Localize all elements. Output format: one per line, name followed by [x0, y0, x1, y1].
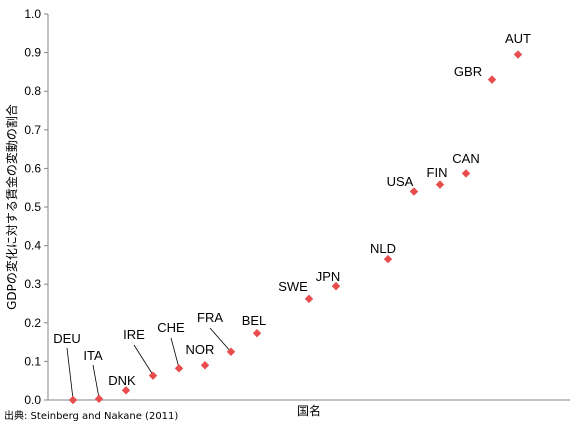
- point-label-can: CAN: [452, 151, 479, 166]
- point-label-deu: DEU: [53, 331, 80, 346]
- y-tick-label: 0.7: [24, 123, 41, 137]
- point-label-dnk: DNK: [108, 373, 136, 388]
- data-point-usa: [409, 187, 419, 196]
- data-point-can: [461, 169, 471, 178]
- y-tick-label: 0.8: [24, 84, 41, 98]
- data-point-dnk: [121, 386, 131, 395]
- leader-line-fra: [209, 327, 232, 353]
- point-label-swe: SWE: [278, 279, 308, 294]
- y-tick-label: 0.6: [24, 161, 41, 175]
- point-label-nld: NLD: [370, 241, 396, 256]
- point-label-nor: NOR: [186, 342, 215, 357]
- point-label-che: CHE: [157, 320, 185, 335]
- leader-line-deu: [66, 347, 74, 400]
- leader-line-ita: [92, 364, 100, 399]
- point-label-fra: FRA: [197, 310, 223, 325]
- point-label-ita: ITA: [83, 348, 103, 363]
- y-axis-title: GDPの変化に対する賃金の変動の割合: [4, 104, 19, 310]
- point-label-ire: IRE: [123, 327, 145, 342]
- y-tick-label: 0.5: [24, 200, 41, 214]
- leader-lines: [66, 327, 232, 400]
- y-tick-label: 1.0: [24, 7, 41, 21]
- data-point-swe: [304, 294, 314, 304]
- data-point-fra: [226, 347, 236, 356]
- point-label-aut: AUT: [505, 31, 531, 46]
- data-point-aut: [513, 50, 523, 59]
- data-point-ire: [148, 371, 158, 380]
- point-label-jpn: JPN: [316, 269, 341, 284]
- y-tick-label: 0.9: [24, 46, 41, 60]
- y-tick-label: 0.3: [24, 277, 41, 291]
- data-point-nor: [200, 361, 210, 370]
- plot-area: [47, 14, 570, 401]
- source-note: 出典: Steinberg and Nakane (2011): [4, 411, 179, 422]
- point-label-fin: FIN: [427, 165, 448, 180]
- leader-line-che: [170, 337, 180, 369]
- y-tick-label: 0.0: [24, 393, 41, 407]
- x-axis-title: 国名: [297, 403, 321, 418]
- y-tick-label: 0.2: [24, 316, 41, 330]
- data-point-ita: [94, 394, 104, 404]
- data-point-deu: [68, 395, 78, 405]
- data-point-jpn: [331, 281, 341, 291]
- y-axis-ticks: 0.0 0.1 0.2 0.3 0.4 0.5 0.6 0.7 0.8 0.9 1.0: [24, 7, 48, 407]
- data-point-bel: [252, 329, 262, 338]
- y-tick-label: 0.4: [24, 239, 41, 253]
- y-tick-label: 0.1: [24, 354, 41, 368]
- point-label-usa: USA: [387, 174, 414, 189]
- leader-line-ire: [133, 344, 154, 376]
- point-label-gbr: GBR: [454, 64, 482, 79]
- data-point-che: [174, 364, 184, 373]
- point-label-bel: BEL: [242, 313, 267, 328]
- data-point-nld: [383, 254, 393, 264]
- data-points: [68, 50, 523, 405]
- data-point-fin: [435, 180, 445, 189]
- data-point-gbr: [487, 75, 497, 84]
